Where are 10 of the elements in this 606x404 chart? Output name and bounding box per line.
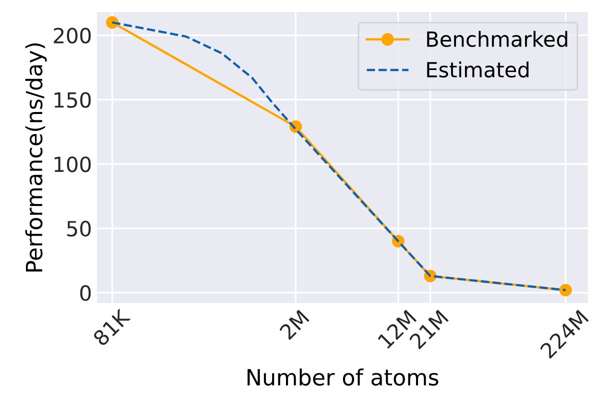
x-tick-label: 2M <box>278 310 310 340</box>
y-tick-label: 100 <box>54 156 91 172</box>
y-tick-label: 50 <box>67 220 91 237</box>
y-axis-title: Performance(ns/day) <box>25 43 47 272</box>
x-axis-title: Number of atoms <box>248 368 438 386</box>
y-tick-label: 0 <box>80 285 91 301</box>
legend-label: Estimated <box>427 61 528 78</box>
legend-label: Benchmarked <box>427 30 568 47</box>
y-tick-label: 150 <box>54 92 91 108</box>
y-tick-label: 200 <box>54 28 91 44</box>
